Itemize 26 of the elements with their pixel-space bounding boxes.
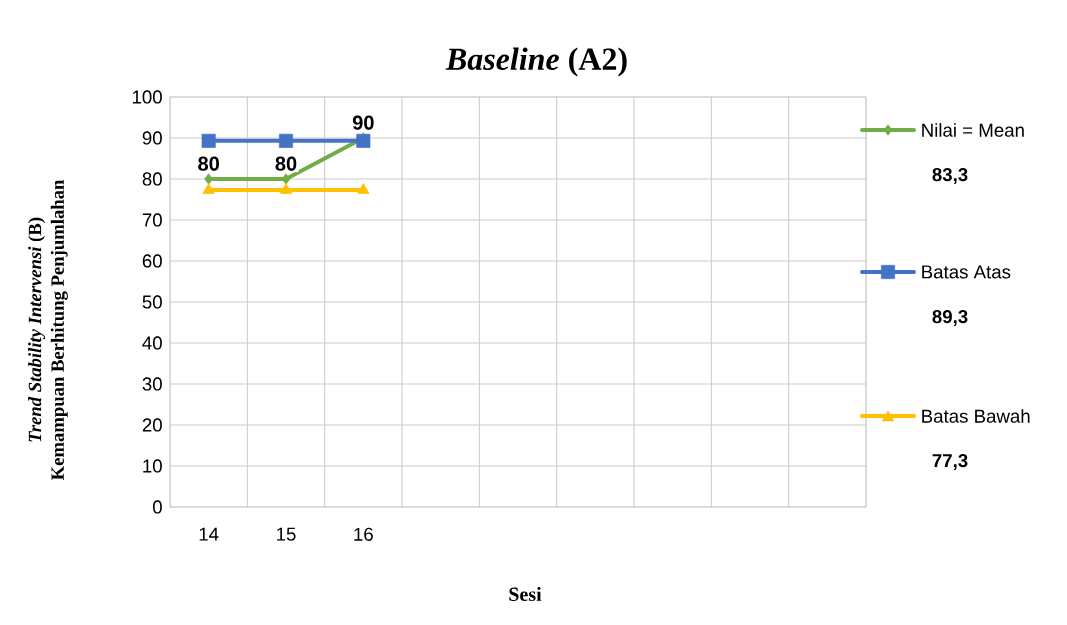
x-tick-label: 15 bbox=[277, 527, 296, 541]
y-tick-label: 40 bbox=[142, 336, 162, 350]
y-tick-label: 50 bbox=[142, 295, 162, 309]
y-axis-title: Trend Stability Intervensi (B) Kemampuan Berhitung Penjumlahan bbox=[28, 179, 68, 481]
y-tick-label: 0 bbox=[152, 500, 162, 514]
y-tick-label: 100 bbox=[132, 90, 162, 104]
y-tick-label: 60 bbox=[142, 254, 162, 268]
y-tick-label: 90 bbox=[142, 131, 162, 145]
y-tick-label: 70 bbox=[142, 213, 162, 227]
legend-label: Batas Atas bbox=[922, 265, 1011, 279]
y-tick-label: 20 bbox=[142, 418, 162, 432]
text: 77,3 bbox=[932, 454, 968, 470]
data-label: 80 bbox=[275, 156, 297, 171]
legend-label: Nilai = Mean bbox=[922, 123, 1024, 137]
text: 89,3 bbox=[932, 310, 968, 326]
text: 83,3 bbox=[932, 168, 968, 184]
data-label: 90 bbox=[352, 115, 374, 130]
y-tick-label: 80 bbox=[142, 172, 162, 186]
x-tick-label: 14 bbox=[199, 527, 219, 541]
y-tick-label: 30 bbox=[142, 377, 162, 391]
legend-label: Batas Bawah bbox=[922, 409, 1030, 423]
y-tick-label: 10 bbox=[143, 459, 162, 473]
x-axis-title: Sesi bbox=[509, 586, 542, 602]
data-label: 80 bbox=[198, 156, 219, 171]
x-tick-label: 16 bbox=[354, 527, 373, 541]
chart-title: Baseline (A2) bbox=[445, 47, 627, 77]
